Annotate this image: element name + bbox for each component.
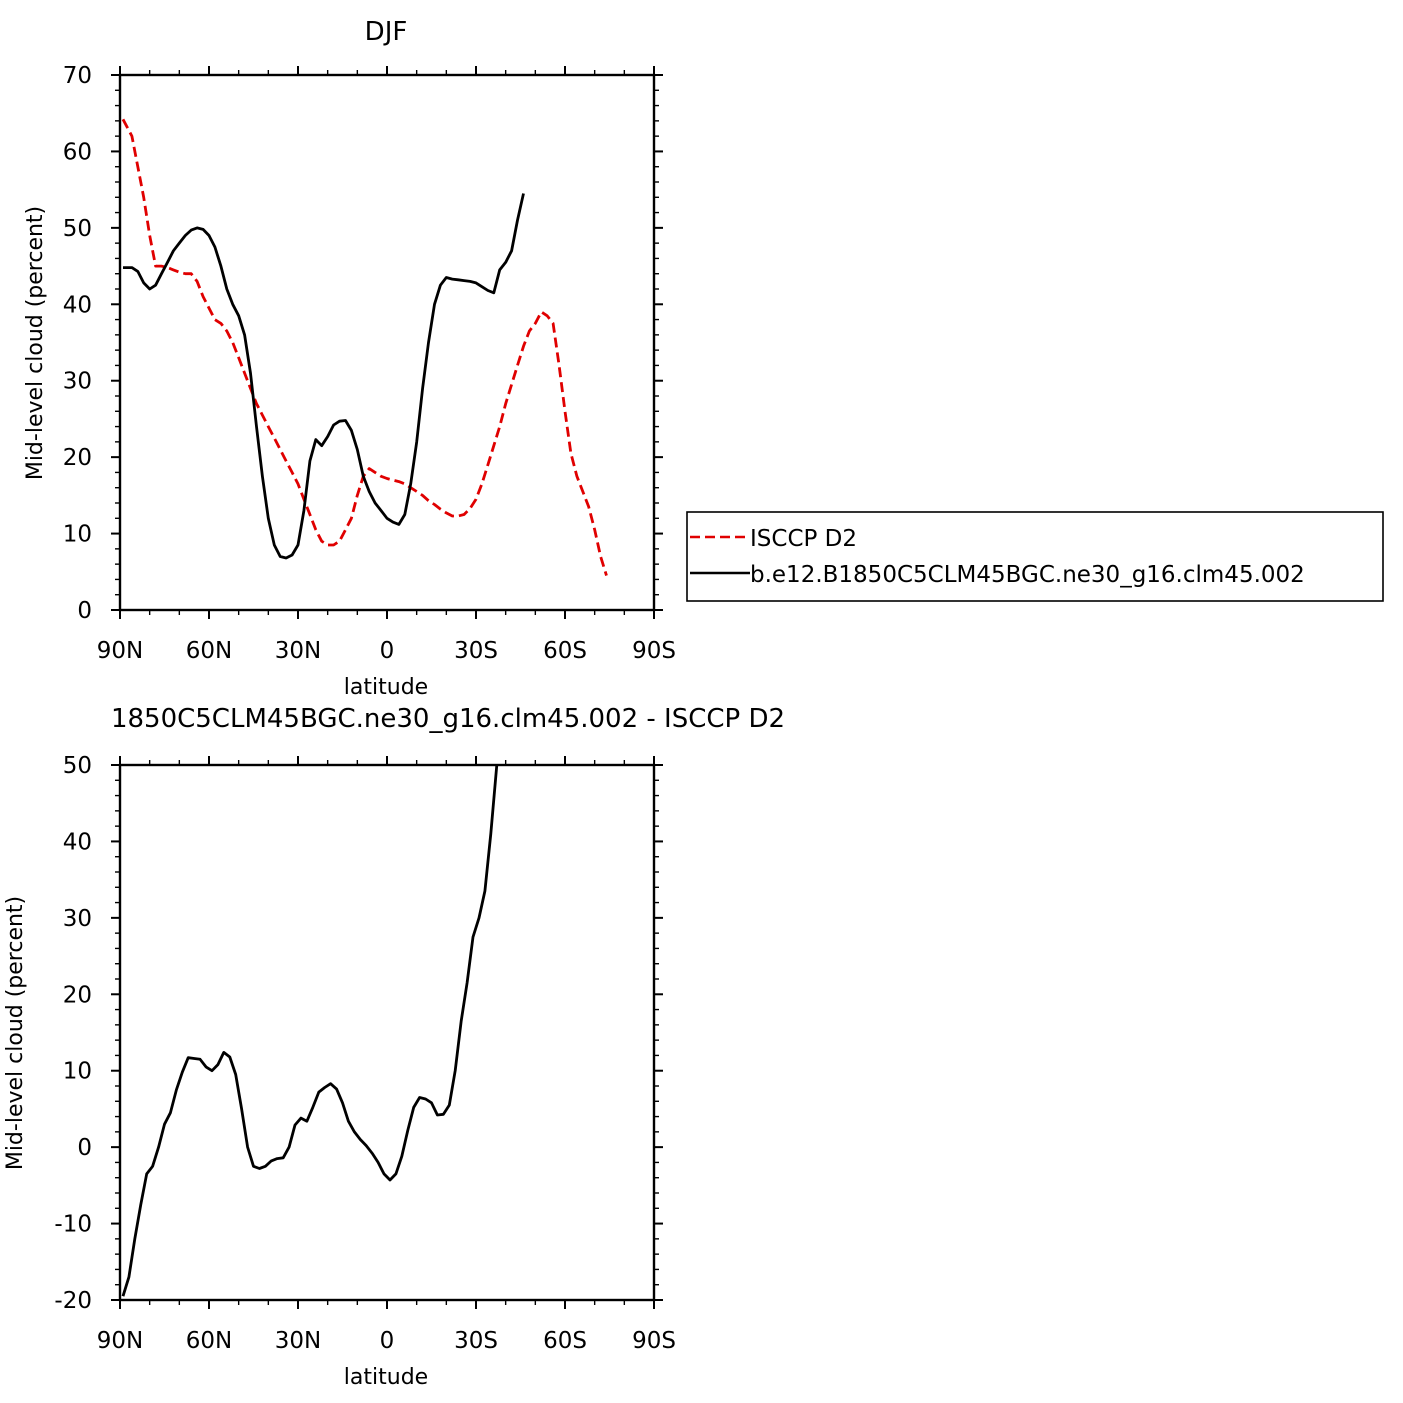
y-tick-label: 50 xyxy=(63,753,92,779)
legend: ISCCP D2 b.e12.B1850C5CLM45BGC.ne30_g16.… xyxy=(686,511,1384,602)
y-tick-label: 20 xyxy=(63,445,92,471)
x-tick-label: 30S xyxy=(454,638,498,664)
y-tick-label: 20 xyxy=(63,982,92,1008)
x-tick-label: 60N xyxy=(186,638,232,664)
x-tick-label: 0 xyxy=(380,1328,395,1354)
legend-label-isccp: ISCCP D2 xyxy=(750,526,857,552)
legend-box xyxy=(686,511,1384,602)
y-tick-label: 40 xyxy=(63,292,92,318)
y-tick-label: 50 xyxy=(63,216,92,242)
y-tick-label: 40 xyxy=(63,829,92,855)
chart-panel-difference: 1850C5CLM45BGC.ne30_g16.clm45.002 - ISCC… xyxy=(3,704,785,1390)
y-tick-label: 10 xyxy=(63,522,92,548)
series-line-isccp-d2 xyxy=(121,118,608,577)
y-axis-label: Mid-level cloud (percent) xyxy=(3,896,28,1170)
chart-title: DJF xyxy=(365,17,408,47)
x-tick-label: 30N xyxy=(275,1328,321,1354)
axis-ticks: 0 10 20 30 40 50 60 70 90N 60N 30N 0 30S 60S 90S xyxy=(63,63,676,664)
plot-lines xyxy=(121,118,608,577)
legend-label-model: b.e12.B1850C5CLM45BGC.ne30_g16.clm45.002 xyxy=(750,562,1305,588)
x-tick-label: 60S xyxy=(543,1328,587,1354)
chart-title: 1850C5CLM45BGC.ne30_g16.clm45.002 - ISCC… xyxy=(111,704,785,734)
x-axis-label: latitude xyxy=(344,675,428,700)
y-tick-label: 30 xyxy=(63,906,92,932)
y-tick-label: 30 xyxy=(63,369,92,395)
axis-ticks: -20 -10 0 10 20 30 40 50 90N 60N 30N 0 30S 60S 90S xyxy=(54,753,676,1354)
x-tick-label: 90N xyxy=(97,638,143,664)
x-tick-label: 0 xyxy=(380,638,395,664)
x-tick-label: 30N xyxy=(275,638,321,664)
plot-lines xyxy=(121,764,499,1297)
x-tick-label: 60S xyxy=(543,638,587,664)
series-line-b-e12-b1850c5clm45bgc-ne30-g16-clm45-002 xyxy=(123,193,525,560)
x-tick-label: 90S xyxy=(632,1328,676,1354)
y-tick-label: 70 xyxy=(63,63,92,89)
plot-frame xyxy=(118,763,656,1302)
y-axis-label: Mid-level cloud (percent) xyxy=(23,206,48,480)
y-tick-label: 10 xyxy=(63,1059,92,1085)
series-line-difference xyxy=(121,764,499,1297)
y-tick-label: 60 xyxy=(63,139,92,165)
x-tick-label: 30S xyxy=(454,1328,498,1354)
x-axis-label: latitude xyxy=(344,1365,428,1390)
y-tick-label: 0 xyxy=(77,1135,92,1161)
plot-frame xyxy=(118,73,656,612)
x-tick-label: 90S xyxy=(632,638,676,664)
y-tick-label: -10 xyxy=(54,1212,92,1238)
x-tick-label: 90N xyxy=(97,1328,143,1354)
x-tick-label: 60N xyxy=(186,1328,232,1354)
y-tick-label: -20 xyxy=(54,1288,92,1314)
chart-panel-djf: DJF Mid-level cloud (percent) latitude 0… xyxy=(23,17,676,700)
y-tick-label: 0 xyxy=(77,598,92,624)
